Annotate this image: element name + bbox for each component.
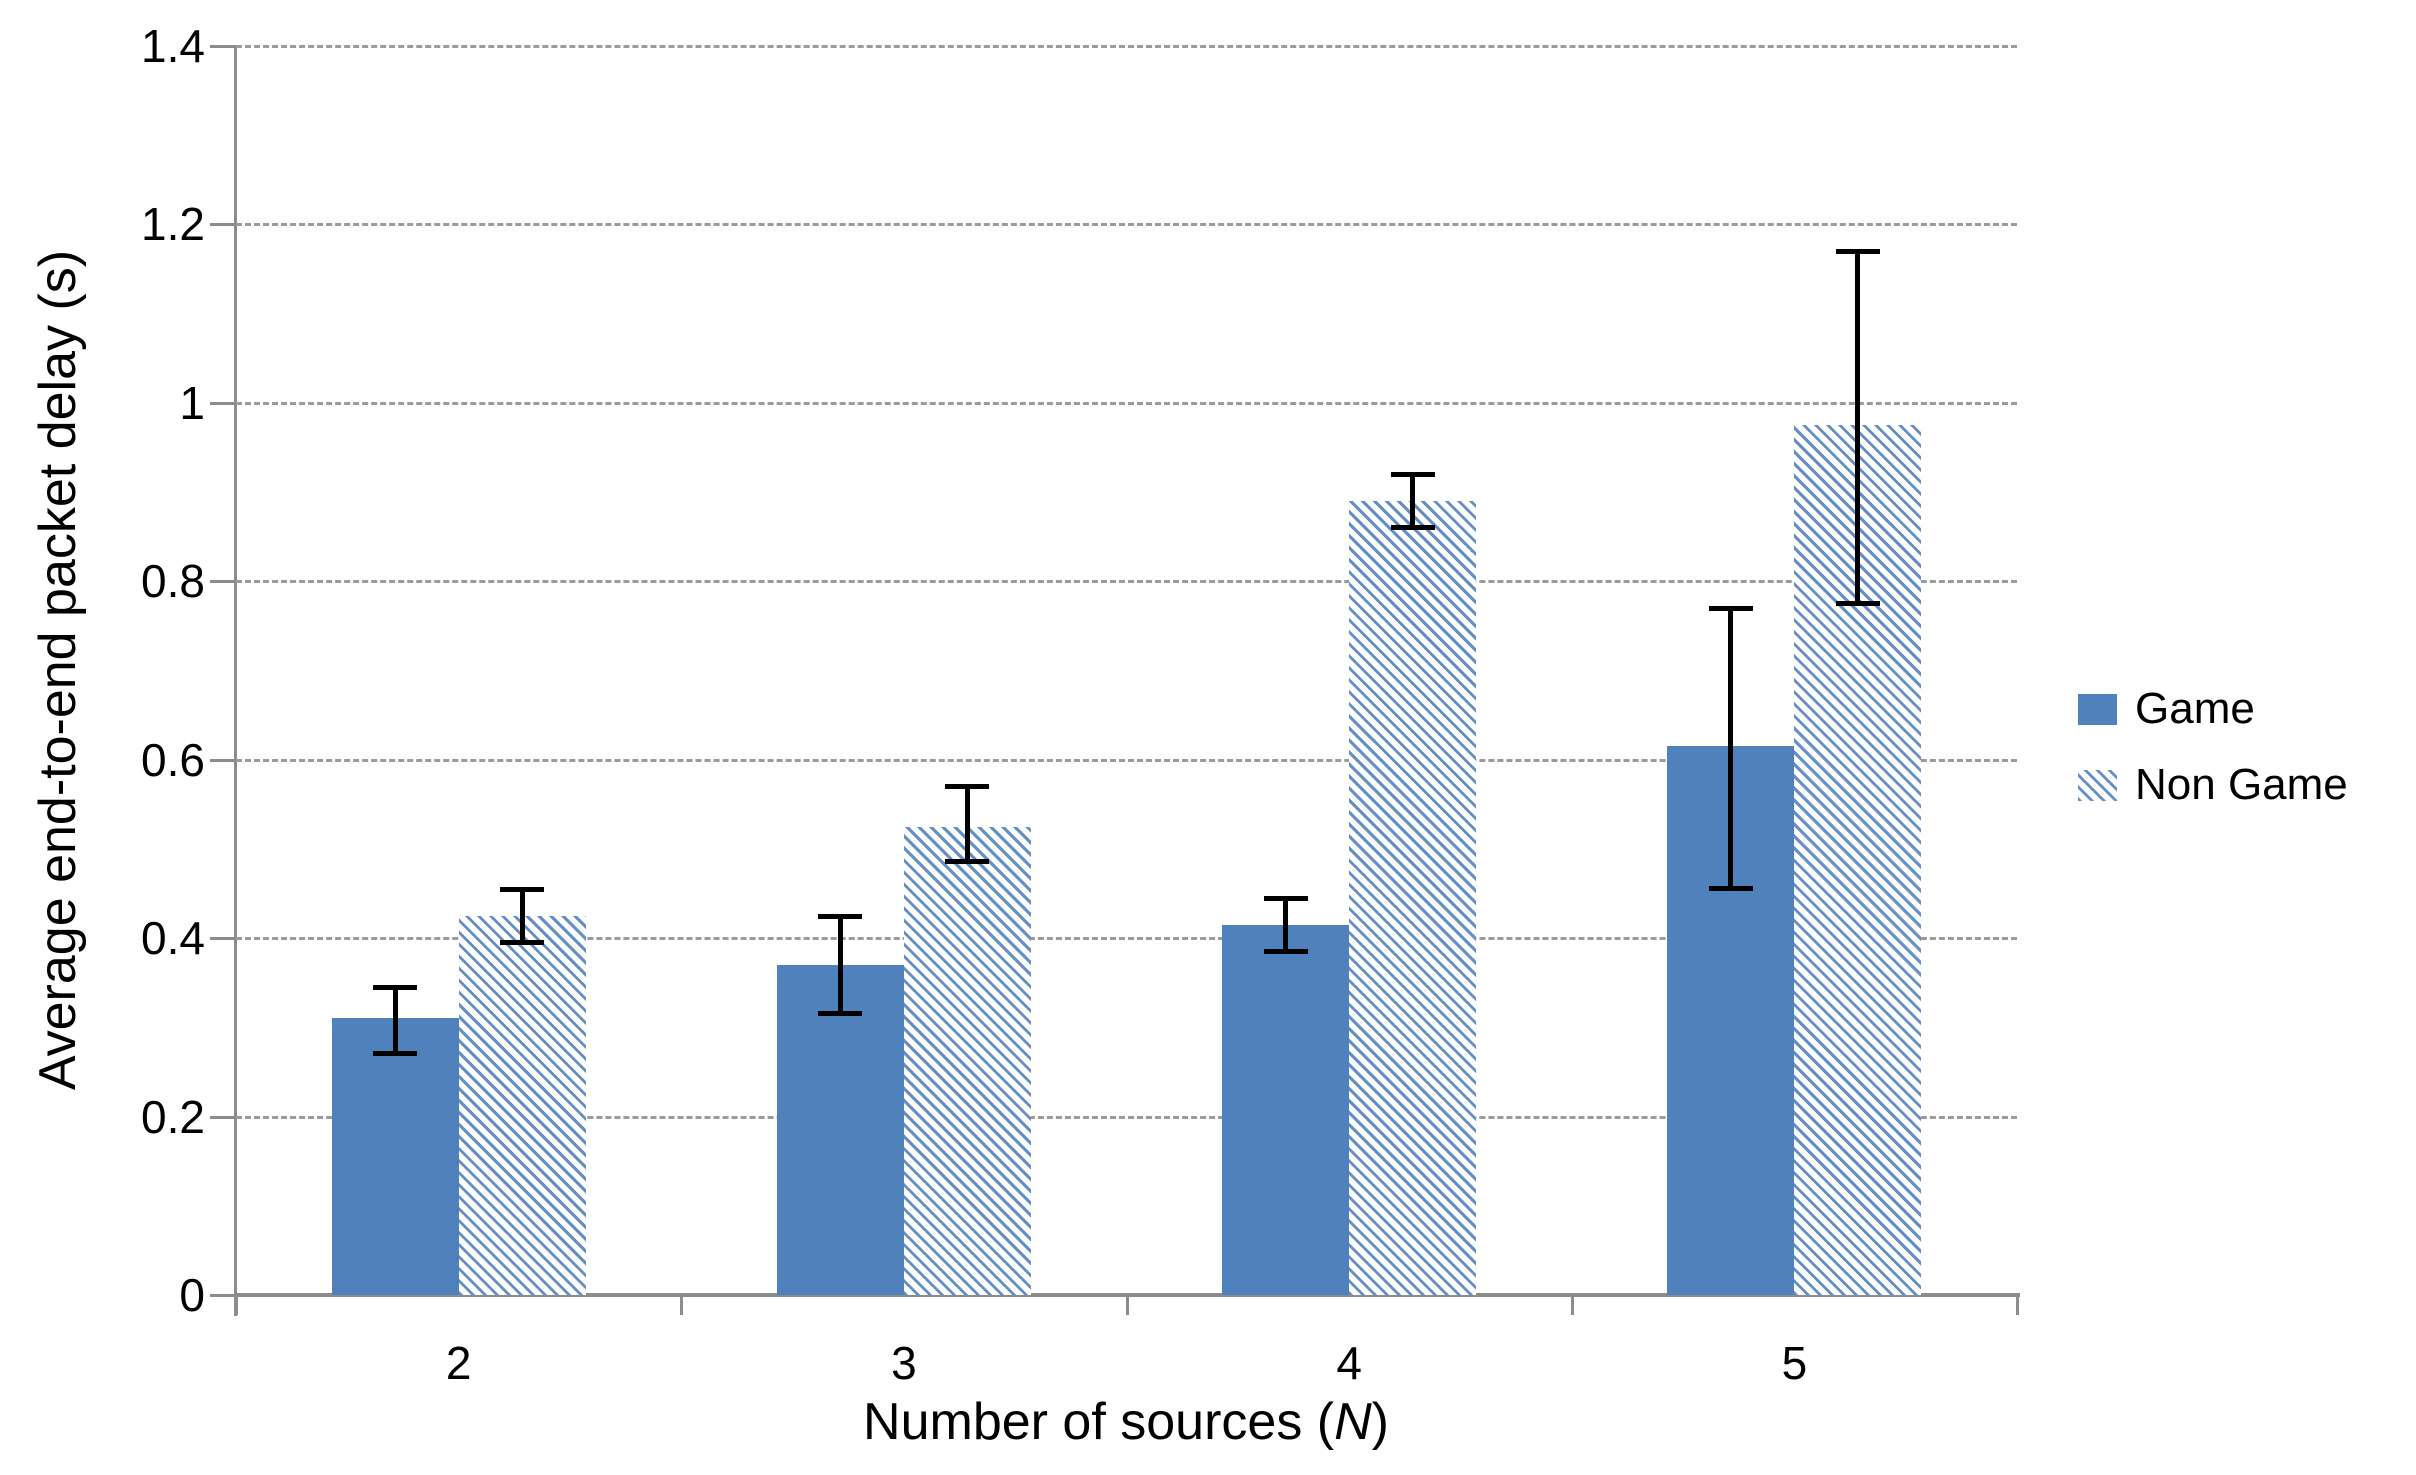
error-bar-non-game-n4-cap-top bbox=[1390, 472, 1435, 478]
error-bar-non-game-n5-cap-bottom bbox=[1835, 600, 1880, 606]
error-bar-game-n5-cap-bottom bbox=[1708, 886, 1753, 892]
x-category-label-4: 4 bbox=[1336, 1337, 1362, 1389]
error-bar-non-game-n3-cap-top bbox=[945, 784, 990, 790]
error-bar-game-n2-cap-top bbox=[373, 985, 418, 991]
error-bar-non-game-n2-cap-bottom bbox=[500, 939, 545, 945]
y-axis-tick-1.2 bbox=[210, 223, 236, 227]
bar-game-n3 bbox=[776, 964, 904, 1295]
legend-swatch-game bbox=[2078, 693, 2117, 725]
y-tick-label-0.8: 0.8 bbox=[141, 555, 205, 608]
error-bar-game-n3-cap-top bbox=[818, 913, 863, 919]
error-bar-game-n2-cap-bottom bbox=[373, 1051, 418, 1057]
x-category-label-3: 3 bbox=[891, 1337, 917, 1389]
x-axis-title-variable: N bbox=[1334, 1393, 1372, 1451]
error-bar-non-game-n2 bbox=[519, 889, 525, 943]
error-bar-game-n4 bbox=[1283, 897, 1289, 952]
gridline-1.4 bbox=[236, 45, 2017, 48]
gridline-1.2 bbox=[236, 223, 2017, 227]
y-axis-tick-0.2 bbox=[210, 1115, 236, 1119]
error-bar-game-n4-cap-bottom bbox=[1263, 948, 1308, 954]
x-axis-tick-1 bbox=[680, 1295, 684, 1315]
y-tick-label-0.2: 0.2 bbox=[141, 1090, 205, 1143]
legend-item-non-game: Non Game bbox=[2078, 760, 2348, 810]
x-category-label-2: 2 bbox=[445, 1337, 472, 1389]
bar-game-n4 bbox=[1222, 924, 1350, 1295]
y-tick-label-1.2: 1.2 bbox=[141, 198, 205, 251]
bar-non-game-n4 bbox=[1349, 500, 1477, 1295]
error-bar-non-game-n3-cap-bottom bbox=[945, 859, 990, 865]
y-tick-label-0: 0 bbox=[179, 1269, 205, 1321]
x-axis-tick-3 bbox=[1570, 1295, 1574, 1315]
y-axis-tick-1 bbox=[210, 401, 236, 405]
error-bar-game-n3-cap-bottom bbox=[818, 1010, 863, 1016]
gridline-1 bbox=[236, 401, 2017, 405]
gridline-0.2 bbox=[236, 1115, 2017, 1119]
y-axis-tick-0.6 bbox=[210, 758, 236, 762]
legend-label-non-game: Non Game bbox=[2135, 760, 2348, 809]
error-bar-non-game-n5-cap-top bbox=[1835, 249, 1880, 255]
gridline-0.8 bbox=[236, 580, 2017, 584]
y-axis-tick-0.4 bbox=[210, 937, 236, 941]
plot-area bbox=[236, 45, 2017, 1295]
error-bar-non-game-n4-cap-bottom bbox=[1390, 524, 1435, 530]
y-axis-tick-0 bbox=[210, 1294, 236, 1297]
legend-item-game: Game bbox=[2078, 684, 2348, 734]
y-tick-label-0.6: 0.6 bbox=[141, 733, 205, 786]
x-axis-tick-2 bbox=[1125, 1295, 1129, 1315]
x-axis-title-suffix: ) bbox=[1371, 1393, 1389, 1451]
legend-swatch-non-game bbox=[2078, 769, 2117, 801]
y-axis-tick-1.4 bbox=[210, 45, 236, 48]
error-bar-game-n3 bbox=[837, 915, 843, 1014]
y-axis-tick-0.8 bbox=[210, 580, 236, 584]
error-bar-game-n2 bbox=[392, 987, 398, 1055]
y-axis-line bbox=[234, 46, 237, 1316]
y-tick-label-0.4: 0.4 bbox=[141, 912, 205, 965]
bar-non-game-n3 bbox=[903, 826, 1031, 1295]
gridline-0.6 bbox=[236, 758, 2017, 762]
error-bar-non-game-n2-cap-top bbox=[500, 887, 545, 893]
legend: Game Non Game bbox=[2078, 684, 2348, 810]
y-tick-label-1: 1 bbox=[179, 376, 205, 429]
error-bar-game-n4-cap-top bbox=[1263, 895, 1308, 901]
x-category-label-5: 5 bbox=[1781, 1337, 1808, 1389]
legend-label-game: Game bbox=[2135, 684, 2255, 733]
bar-non-game-n2 bbox=[458, 915, 586, 1295]
x-axis-title: Number of sources (N) bbox=[706, 1392, 1546, 1452]
error-bar-non-game-n5 bbox=[1855, 251, 1861, 604]
x-axis-title-prefix: Number of sources ( bbox=[863, 1393, 1335, 1451]
error-bar-non-game-n4 bbox=[1410, 474, 1416, 528]
error-bar-game-n5-cap-top bbox=[1708, 606, 1753, 612]
error-bar-game-n5 bbox=[1728, 608, 1734, 890]
x-axis-tick-4 bbox=[2016, 1295, 2019, 1315]
x-axis-tick-0 bbox=[235, 1295, 238, 1315]
y-tick-label-1.4: 1.4 bbox=[141, 20, 205, 72]
gridline-0.4 bbox=[236, 937, 2017, 941]
error-bar-non-game-n3 bbox=[964, 786, 970, 863]
bar-game-n2 bbox=[331, 1018, 459, 1295]
